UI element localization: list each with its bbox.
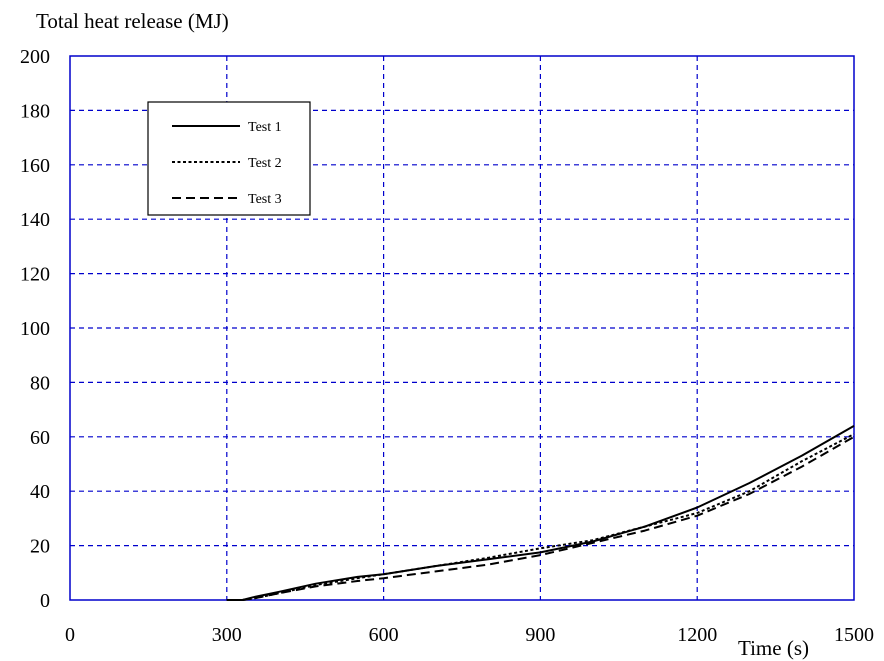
- x-tick-label: 1200: [677, 624, 717, 646]
- y-tick-label: 140: [20, 209, 50, 231]
- y-tick-label: 160: [20, 155, 50, 177]
- y-tick-label: 60: [30, 427, 50, 449]
- x-tick-labels: 0 300 600 900 1200 1500: [65, 624, 874, 646]
- legend-box: [147, 101, 311, 216]
- y-tick-label: 20: [30, 536, 50, 558]
- legend-label-test-3: Test 3: [248, 192, 282, 207]
- series-lines: [226, 425, 855, 601]
- y-tick-label: 40: [30, 481, 50, 503]
- y-tick-label: 0: [40, 590, 50, 612]
- x-tick-label: 1500: [834, 624, 874, 646]
- x-tick-label: 600: [369, 624, 399, 646]
- plot-frame: [69, 55, 855, 601]
- y-tick-labels: 0 20 40 60 80 100 120 140 160 180 200: [20, 46, 50, 612]
- x-tick-label: 0: [65, 624, 75, 646]
- y-axis-title: Total heat release (MJ): [36, 9, 229, 33]
- series-line-test-3: [226, 435, 855, 601]
- y-tick-label: 120: [20, 264, 50, 286]
- y-tick-label: 180: [20, 100, 50, 122]
- legend-label-test-1: Test 1: [248, 120, 282, 135]
- y-tick-label: 200: [20, 46, 50, 68]
- x-tick-label: 900: [525, 624, 555, 646]
- x-tick-label: 300: [212, 624, 242, 646]
- y-tick-label: 80: [30, 372, 50, 394]
- y-tick-label: 100: [20, 318, 50, 340]
- series-line-test-2: [226, 433, 855, 601]
- legend: Test 1 Test 2 Test 3: [147, 101, 311, 216]
- x-axis-title: Time (s): [738, 636, 809, 660]
- legend-label-test-2: Test 2: [248, 156, 282, 171]
